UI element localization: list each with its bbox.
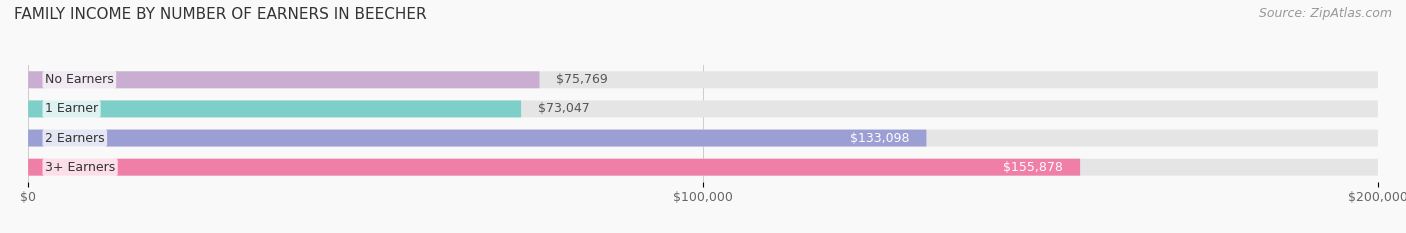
Text: 3+ Earners: 3+ Earners xyxy=(45,161,115,174)
FancyBboxPatch shape xyxy=(28,71,1378,88)
FancyBboxPatch shape xyxy=(28,130,1378,147)
Text: $73,047: $73,047 xyxy=(538,103,589,115)
Text: No Earners: No Earners xyxy=(45,73,114,86)
Text: $133,098: $133,098 xyxy=(851,132,910,144)
FancyBboxPatch shape xyxy=(28,100,522,117)
Text: FAMILY INCOME BY NUMBER OF EARNERS IN BEECHER: FAMILY INCOME BY NUMBER OF EARNERS IN BE… xyxy=(14,7,426,22)
FancyBboxPatch shape xyxy=(28,71,540,88)
Text: 1 Earner: 1 Earner xyxy=(45,103,98,115)
FancyBboxPatch shape xyxy=(28,130,927,147)
Text: 2 Earners: 2 Earners xyxy=(45,132,104,144)
FancyBboxPatch shape xyxy=(28,100,1378,117)
Text: $155,878: $155,878 xyxy=(1004,161,1063,174)
FancyBboxPatch shape xyxy=(28,159,1378,176)
FancyBboxPatch shape xyxy=(28,159,1080,176)
Text: Source: ZipAtlas.com: Source: ZipAtlas.com xyxy=(1258,7,1392,20)
Text: $75,769: $75,769 xyxy=(557,73,607,86)
